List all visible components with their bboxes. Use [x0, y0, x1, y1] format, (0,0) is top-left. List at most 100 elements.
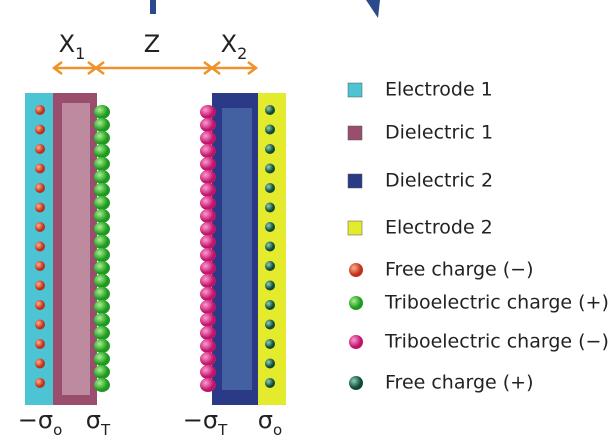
tribo-charge-neg	[200, 261, 216, 275]
legend-swatch	[347, 173, 363, 189]
charge-label: σo	[258, 406, 282, 439]
tribo-charge-pos	[94, 157, 110, 171]
tribo-charge-neg	[200, 105, 216, 119]
free-charge-neg	[35, 202, 45, 213]
legend-swatch	[347, 220, 363, 236]
tribo-charge-pos	[94, 352, 110, 366]
tribo-charge-pos	[94, 261, 110, 275]
device	[25, 93, 286, 405]
tribo-charge-neg	[200, 235, 216, 249]
free-charge-neg	[35, 183, 45, 193]
tribo-charge-neg	[200, 222, 216, 236]
tribo-charge-neg	[200, 131, 216, 145]
tribo-charge-neg	[200, 183, 216, 197]
tribo-charge-pos	[94, 300, 110, 314]
tribo-charge-neg	[200, 326, 216, 340]
free-charge-pos	[265, 378, 275, 388]
legend: Electrode 1 Dielectric 1 Dielectric 2 Elect…	[347, 79, 609, 394]
free-charge-neg	[35, 105, 45, 115]
free-charge-pos	[265, 339, 275, 349]
legend-label: Free charge (−)	[385, 259, 534, 281]
free-charge-pos	[265, 222, 275, 232]
tribo-charge-pos	[94, 196, 110, 210]
tribo-charge-neg	[200, 365, 216, 379]
top-fragments	[150, 0, 380, 18]
charge-label: σT	[86, 406, 111, 439]
label-sub: T	[217, 421, 228, 439]
charges	[35, 105, 275, 392]
legend-label: Electrode 2	[385, 217, 493, 239]
legend-label: Triboelectric charge (−)	[384, 331, 609, 353]
charge-label: −σT	[183, 406, 228, 439]
free-charge-neg	[35, 144, 45, 154]
tribo-charge-pos	[94, 235, 110, 249]
free-charge-pos	[265, 241, 275, 252]
tribo-charge-neg	[200, 209, 216, 223]
legend-label: Free charge (+)	[385, 372, 534, 394]
tribo-charge-neg	[200, 196, 216, 210]
legend-swatch	[349, 296, 363, 310]
legend-label: Dielectric 2	[385, 170, 493, 192]
free-charge-neg	[35, 124, 45, 135]
free-charge-neg	[35, 241, 45, 252]
label-main: −σ	[18, 406, 53, 434]
tribo-charge-neg	[200, 144, 216, 158]
free-charge-pos	[265, 300, 275, 310]
label-main: X	[221, 30, 237, 58]
tribo-charge-pos	[94, 131, 110, 145]
free-charge-pos	[265, 261, 275, 271]
tribo-charge-pos	[94, 183, 110, 197]
legend-swatch	[347, 82, 363, 98]
legend-swatch	[349, 376, 363, 390]
tribo-charge-neg	[200, 274, 216, 288]
label-sub: 1	[75, 44, 85, 63]
free-charge-pos	[265, 105, 275, 115]
free-charge-neg	[35, 319, 45, 330]
tribo-charge-pos	[94, 222, 110, 236]
free-charge-neg	[35, 222, 45, 232]
tribo-charge-pos	[94, 274, 110, 288]
tribo-charge-pos	[94, 209, 110, 223]
label-main: X	[59, 30, 75, 58]
free-charge-pos	[265, 163, 275, 174]
free-charge-neg	[35, 358, 45, 369]
tribo-charge-pos	[94, 144, 110, 158]
free-charge-neg	[35, 280, 45, 291]
tribo-charge-neg	[200, 300, 216, 314]
tribo-charge-neg	[200, 248, 216, 262]
free-charge-neg	[35, 378, 45, 388]
free-charge-pos	[265, 280, 275, 291]
label-main: −σ	[183, 406, 218, 434]
free-charge-pos	[265, 124, 275, 135]
free-charge-neg	[35, 261, 45, 271]
bottom-labels: −σo σT −σT σo	[18, 406, 282, 439]
tribo-charge-neg	[200, 170, 216, 184]
x1-label: X1	[59, 30, 86, 63]
tribo-charge-pos	[94, 378, 110, 392]
tribo-charge-pos	[94, 365, 110, 379]
free-charge-neg	[35, 300, 45, 310]
legend-label: Dielectric 1	[385, 122, 493, 144]
legend-swatch	[349, 335, 363, 349]
charge-label: −σo	[18, 406, 63, 439]
legend-swatch	[349, 263, 363, 277]
tribo-charge-pos	[94, 170, 110, 184]
free-charge-pos	[265, 202, 275, 213]
free-charge-neg	[35, 339, 45, 349]
free-charge-pos	[265, 144, 275, 154]
tribo-charge-neg	[200, 339, 216, 353]
tribo-charge-neg	[200, 157, 216, 171]
tribo-charge-pos	[94, 248, 110, 262]
free-charge-neg	[35, 163, 45, 174]
label-sub: T	[100, 421, 111, 439]
free-charge-pos	[265, 183, 275, 193]
tribo-charge-pos	[94, 313, 110, 327]
tribo-charge-pos	[94, 287, 110, 301]
label-sub: o	[273, 421, 282, 439]
label-main: σ	[258, 406, 273, 434]
free-charge-pos	[265, 319, 275, 330]
legend-label: Electrode 1	[385, 79, 493, 101]
tribo-charge-neg	[200, 352, 216, 366]
label-sub: o	[53, 421, 62, 439]
